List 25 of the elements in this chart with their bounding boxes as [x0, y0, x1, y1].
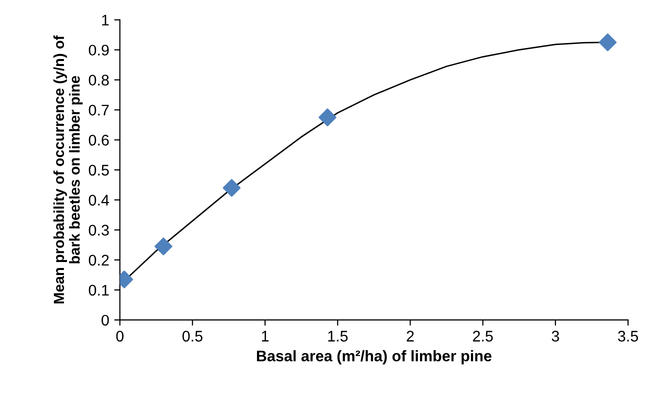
x-tick-label: 1.5	[328, 330, 348, 342]
x-tick-label: 3	[552, 330, 560, 342]
y-tick-label: 0.9	[88, 44, 109, 56]
x-tick-label: 3.5	[618, 330, 638, 342]
point	[598, 33, 617, 52]
x-tick-label: 2.5	[473, 330, 493, 342]
y-tick-label: 0.5	[88, 164, 109, 176]
x-tick-label: 2	[406, 330, 414, 342]
y-tick-label: 1	[102, 14, 109, 26]
x-axis-title: Basal area (m²/ha) of limber pine	[256, 350, 492, 364]
y-tick-label: 0.2	[88, 254, 109, 266]
x-tick-label: 0	[116, 330, 124, 342]
y-tick-label: 0.4	[88, 194, 110, 206]
y-tick-label: 0.7	[88, 104, 109, 116]
point	[154, 238, 172, 256]
point	[318, 108, 336, 126]
x-tick-label: 0.5	[182, 330, 202, 342]
y-tick-label: 0.8	[88, 74, 109, 86]
point	[222, 178, 241, 197]
y-tick-label: 0.6	[88, 134, 109, 146]
x-tick-label: 1	[262, 330, 269, 342]
y-axis-title: Mean probability of occurrence (y/n) of bark beetles on limber pine	[53, 35, 83, 304]
y-tick-label: 0	[102, 314, 109, 326]
y-tick-label: 0.1	[88, 284, 109, 296]
y-tick-label: 0.3	[88, 224, 109, 236]
